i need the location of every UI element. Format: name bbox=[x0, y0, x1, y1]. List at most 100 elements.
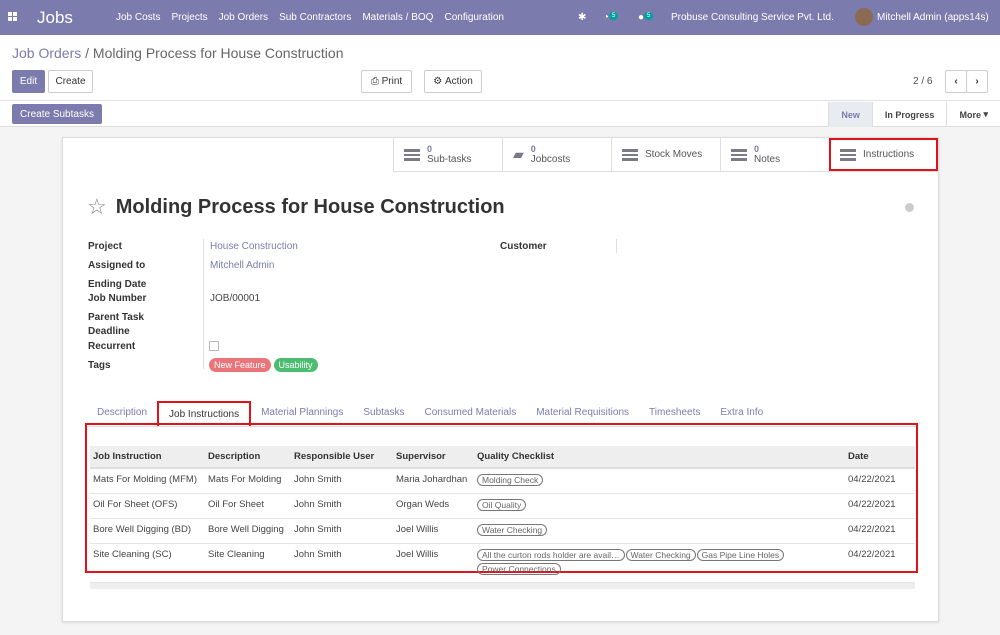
cell-supervisor: Maria Johardhan bbox=[393, 467, 474, 494]
breadcrumb-current: Molding Process for House Construction bbox=[92, 45, 344, 61]
create-button[interactable]: Create bbox=[48, 70, 93, 93]
company-switcher[interactable]: Probuse Consulting Service Pvt. Ltd. bbox=[671, 12, 834, 23]
notes-label: Notes bbox=[754, 154, 781, 165]
activity-icon[interactable]: ◔ 5 bbox=[603, 12, 619, 23]
list-icon bbox=[622, 148, 638, 161]
tab-material-requisitions[interactable]: Material Requisitions bbox=[536, 407, 630, 418]
user-menu[interactable]: Mitchell Admin (apps14s) bbox=[877, 12, 989, 23]
tab-extra-info[interactable]: Extra Info bbox=[720, 407, 764, 418]
col-description[interactable]: Description bbox=[205, 446, 291, 469]
stock-moves-label: Stock Moves bbox=[645, 149, 703, 160]
job-instructions-table: Job Instruction Description Responsible … bbox=[90, 446, 915, 589]
col-job-instruction[interactable]: Job Instruction bbox=[90, 446, 205, 469]
tab-description[interactable]: Description bbox=[97, 407, 148, 418]
col-supervisor[interactable]: Supervisor bbox=[393, 446, 474, 469]
cell-supervisor: Joel Willis bbox=[393, 543, 474, 583]
print-icon: ⎙ bbox=[370, 76, 382, 87]
user-avatar[interactable] bbox=[855, 8, 873, 26]
tab-consumed-materials[interactable]: Consumed Materials bbox=[424, 407, 517, 418]
job-instructions-panel: Job Instruction Description Responsible … bbox=[85, 423, 918, 589]
table-row[interactable]: Bore Well Digging (BD) Bore Well Digging J… bbox=[90, 518, 915, 544]
cell-date: 04/22/2021 bbox=[845, 518, 915, 544]
apps-menu-icon[interactable] bbox=[8, 12, 17, 21]
top-navbar: Jobs Job Costs Projects Job Orders Sub C… bbox=[0, 0, 1000, 35]
cell-instruction: Mats For Molding (MFM) bbox=[90, 467, 205, 494]
menu-projects[interactable]: Projects bbox=[171, 12, 208, 23]
notebook-tabs: Description Job Instructions Material Pl… bbox=[87, 401, 917, 427]
cell-description: Oil For Sheet bbox=[205, 493, 291, 519]
action-label: Action bbox=[444, 76, 473, 87]
menu-sub-contractors[interactable]: Sub Contractors bbox=[279, 12, 352, 23]
gear-icon: ⚙ bbox=[433, 76, 445, 87]
tab-timesheets[interactable]: Timesheets bbox=[649, 407, 701, 418]
stock-moves-smart-button[interactable]: Stock Moves bbox=[611, 138, 720, 171]
job-number-label: Job Number bbox=[88, 293, 147, 304]
tags-field[interactable]: New Feature Usability bbox=[209, 358, 321, 372]
table-row[interactable]: Site Cleaning (SC) Site Cleaning John Smit… bbox=[90, 543, 915, 583]
form-sheet: 0 Sub-tasks ▰ 0 Jobcosts Stock Moves 0 Notes… bbox=[62, 137, 939, 622]
parent-task-label: Parent Task bbox=[88, 312, 144, 323]
smart-button-box: 0 Sub-tasks ▰ 0 Jobcosts Stock Moves 0 Notes… bbox=[393, 138, 938, 172]
table-row[interactable]: Oil For Sheet (OFS) Oil For Sheet John Smi… bbox=[90, 493, 915, 519]
stage-in-progress[interactable]: In Progress bbox=[871, 102, 947, 127]
menu-configuration[interactable]: Configuration bbox=[444, 12, 504, 23]
cell-supervisor: Joel Willis bbox=[393, 518, 474, 544]
ending-date-label: Ending Date bbox=[88, 279, 147, 290]
pager-previous-button[interactable]: ‹ bbox=[945, 70, 967, 93]
messages-icon[interactable]: ● 5 bbox=[638, 12, 654, 23]
notes-smart-button[interactable]: 0 Notes bbox=[720, 138, 829, 171]
instructions-icon bbox=[840, 148, 856, 161]
pager-value[interactable]: 2 / 6 bbox=[913, 76, 933, 87]
menu-job-orders[interactable]: Job Orders bbox=[218, 12, 269, 23]
pager-next-button[interactable]: › bbox=[966, 70, 988, 93]
create-subtasks-button[interactable]: Create Subtasks bbox=[12, 104, 102, 124]
recurrent-checkbox[interactable] bbox=[209, 341, 219, 351]
checklist-tag: Molding Check bbox=[477, 474, 544, 486]
customer-label: Customer bbox=[500, 241, 547, 252]
assigned-label: Assigned to bbox=[88, 260, 146, 271]
divider bbox=[0, 100, 1000, 101]
activity-badge: 5 bbox=[609, 12, 619, 20]
col-date[interactable]: Date bbox=[845, 446, 915, 469]
kanban-state-indicator[interactable] bbox=[905, 203, 914, 212]
tab-material-plannings[interactable]: Material Plannings bbox=[261, 407, 344, 418]
breadcrumb: Job Orders / Molding Process for House C… bbox=[12, 45, 344, 61]
stage-new[interactable]: New bbox=[828, 102, 872, 127]
cell-user: John Smith bbox=[291, 467, 393, 494]
cell-description: Mats For Molding bbox=[205, 467, 291, 494]
menu-materials-boq[interactable]: Materials / BOQ bbox=[362, 12, 434, 23]
stage-more-dropdown[interactable]: More ▾ bbox=[946, 102, 1000, 127]
instructions-label: Instructions bbox=[863, 149, 915, 160]
checklist-tag: Gas Pipe Line Holes bbox=[696, 549, 785, 561]
tab-job-instructions[interactable]: Job Instructions bbox=[157, 401, 252, 426]
col-quality-checklist[interactable]: Quality Checklist bbox=[474, 446, 845, 469]
cell-checklist: Water Checking bbox=[474, 518, 845, 544]
project-field[interactable]: House Construction bbox=[210, 241, 298, 252]
notes-icon bbox=[731, 148, 747, 161]
record-title: Molding Process for House Construction bbox=[115, 195, 505, 218]
cell-supervisor: Organ Weds bbox=[393, 493, 474, 519]
debug-bug-icon[interactable]: ✱ bbox=[578, 12, 587, 23]
col-responsible-user[interactable]: Responsible User bbox=[291, 446, 393, 469]
tag-new-feature[interactable]: New Feature bbox=[209, 358, 271, 372]
breadcrumb-job-orders[interactable]: Job Orders bbox=[12, 45, 82, 61]
assigned-field[interactable]: Mitchell Admin bbox=[210, 260, 275, 271]
jobcosts-smart-button[interactable]: ▰ 0 Jobcosts bbox=[502, 138, 611, 171]
cell-description: Site Cleaning bbox=[205, 543, 291, 583]
cell-user: John Smith bbox=[291, 518, 393, 544]
favorite-star-icon[interactable]: ☆ bbox=[87, 194, 107, 219]
tag-usability[interactable]: Usability bbox=[273, 358, 318, 372]
action-button[interactable]: ⚙ Action bbox=[424, 70, 482, 93]
subtasks-smart-button[interactable]: 0 Sub-tasks bbox=[393, 138, 502, 171]
instructions-smart-button[interactable]: Instructions bbox=[829, 138, 938, 171]
subtasks-label: Sub-tasks bbox=[427, 154, 472, 165]
tab-subtasks[interactable]: Subtasks bbox=[363, 407, 405, 418]
print-label: Print bbox=[381, 76, 403, 87]
print-button[interactable]: ⎙ Print bbox=[361, 70, 412, 93]
table-row[interactable]: Mats For Molding (MFM) Mats For Molding Jo… bbox=[90, 467, 915, 494]
edit-button[interactable]: Edit bbox=[12, 70, 45, 93]
app-name[interactable]: Jobs bbox=[37, 8, 73, 27]
cell-date: 04/22/2021 bbox=[845, 467, 915, 494]
menu-job-costs[interactable]: Job Costs bbox=[116, 12, 161, 23]
cell-checklist: All the curton rods holder are avail… Wat… bbox=[474, 543, 845, 583]
